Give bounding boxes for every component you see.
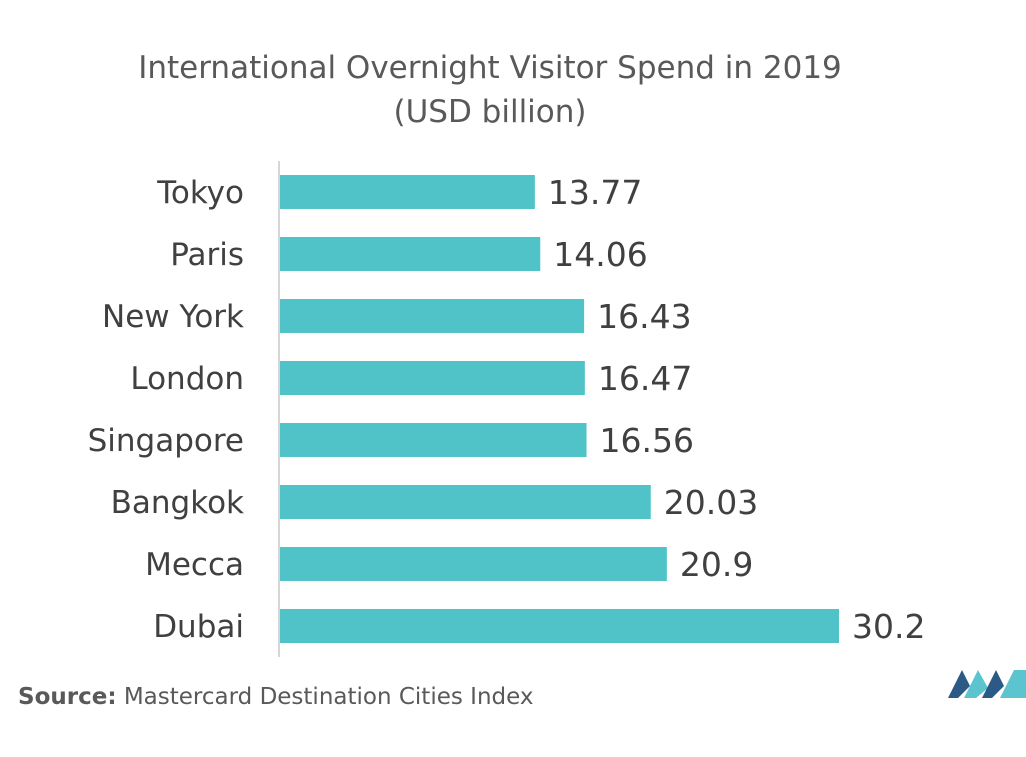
bar-london: [280, 361, 585, 395]
data-label: 16.47: [598, 359, 692, 398]
data-label: 20.9: [680, 545, 753, 584]
source-label: Source:: [18, 684, 117, 710]
data-label: 14.06: [553, 235, 647, 274]
chart-subtitle: (USD billion): [393, 94, 587, 130]
category-label: Tokyo: [156, 175, 244, 211]
category-label: London: [130, 361, 244, 397]
data-label: 13.77: [548, 173, 642, 212]
mordor-intelligence-logo-icon: [948, 670, 1026, 698]
data-label: 20.03: [664, 483, 758, 522]
bar-singapore: [280, 423, 587, 457]
category-label: New York: [102, 299, 244, 335]
bar-dubai: [280, 609, 839, 643]
category-label: Mecca: [145, 547, 244, 583]
data-label: 16.43: [597, 297, 691, 336]
category-label: Dubai: [153, 609, 244, 645]
bar-bangkok: [280, 485, 651, 519]
category-label: Singapore: [88, 423, 244, 459]
source-note: Source: Mastercard Destination Cities In…: [18, 684, 533, 710]
data-label: 30.2: [852, 607, 925, 646]
data-label: 16.56: [600, 421, 694, 460]
bar-paris: [280, 237, 541, 271]
bar-new-york: [280, 299, 585, 333]
source-text: Mastercard Destination Cities Index: [123, 684, 534, 710]
chart-title: International Overnight Visitor Spend in…: [138, 50, 842, 86]
bar-tokyo: [280, 175, 535, 209]
bar-mecca: [280, 547, 667, 581]
category-label: Paris: [170, 237, 244, 273]
category-label: Bangkok: [111, 485, 244, 521]
